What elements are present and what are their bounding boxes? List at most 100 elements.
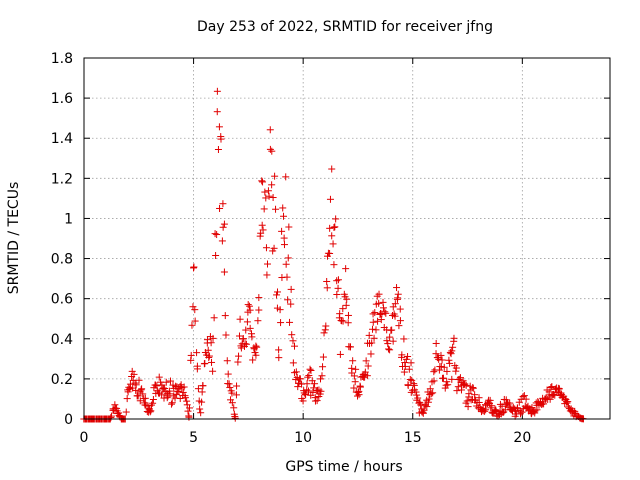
data-point bbox=[502, 396, 510, 404]
data-point bbox=[155, 373, 163, 381]
data-point bbox=[377, 316, 385, 324]
data-point bbox=[266, 145, 274, 153]
data-point bbox=[450, 334, 458, 342]
data-point bbox=[236, 332, 244, 340]
plot-frame bbox=[83, 57, 611, 420]
data-point bbox=[149, 396, 157, 404]
data-point bbox=[126, 380, 134, 388]
data-point bbox=[528, 404, 536, 412]
data-point bbox=[429, 389, 437, 397]
data-point bbox=[146, 408, 154, 416]
data-point bbox=[263, 271, 271, 279]
data-point bbox=[248, 333, 256, 341]
data-point bbox=[289, 337, 297, 345]
data-point bbox=[285, 223, 293, 231]
data-point bbox=[263, 260, 271, 268]
data-point bbox=[132, 381, 140, 389]
data-point bbox=[128, 367, 136, 375]
data-point bbox=[398, 351, 406, 359]
data-point bbox=[253, 343, 261, 351]
data-point bbox=[237, 344, 245, 352]
data-point bbox=[351, 378, 359, 386]
data-point bbox=[221, 312, 229, 320]
data-point bbox=[266, 126, 274, 134]
data-point bbox=[318, 372, 326, 380]
data-point bbox=[426, 390, 434, 398]
data-point bbox=[375, 290, 383, 298]
data-point bbox=[317, 387, 325, 395]
data-point bbox=[216, 204, 224, 212]
data-point bbox=[259, 178, 267, 186]
data-point bbox=[194, 385, 202, 393]
data-point bbox=[406, 376, 414, 384]
data-point bbox=[189, 303, 197, 311]
data-point bbox=[245, 302, 253, 310]
data-point bbox=[294, 383, 302, 391]
data-point bbox=[339, 317, 347, 325]
data-point bbox=[278, 227, 286, 235]
data-point bbox=[369, 310, 377, 318]
data-point bbox=[355, 391, 363, 399]
data-point bbox=[330, 261, 338, 269]
data-point bbox=[287, 300, 295, 308]
data-point bbox=[299, 397, 307, 405]
data-point bbox=[388, 326, 396, 334]
data-point bbox=[305, 371, 313, 379]
data-point bbox=[396, 317, 404, 325]
data-point bbox=[204, 346, 212, 354]
data-point bbox=[296, 375, 304, 383]
data-point bbox=[464, 403, 472, 411]
y-tick-label: 0.4 bbox=[51, 332, 73, 348]
data-point bbox=[255, 294, 263, 302]
data-point bbox=[463, 397, 471, 405]
data-point bbox=[383, 337, 391, 345]
data-point bbox=[262, 244, 270, 252]
data-point bbox=[350, 372, 358, 380]
data-point bbox=[540, 400, 548, 408]
data-point bbox=[287, 285, 295, 293]
data-point bbox=[382, 309, 390, 317]
data-point bbox=[232, 391, 240, 399]
data-point bbox=[198, 398, 206, 406]
data-point bbox=[386, 346, 394, 354]
data-point bbox=[161, 384, 169, 392]
data-point bbox=[252, 351, 260, 359]
data-point bbox=[391, 312, 399, 320]
data-point bbox=[111, 401, 119, 409]
data-point bbox=[342, 265, 350, 273]
data-point bbox=[548, 392, 556, 400]
data-point bbox=[455, 375, 463, 383]
data-point bbox=[311, 380, 319, 388]
data-point bbox=[255, 306, 263, 314]
data-point bbox=[167, 400, 175, 408]
y-tick-label: 0.2 bbox=[51, 372, 73, 388]
data-point bbox=[405, 365, 413, 373]
data-point bbox=[461, 380, 469, 388]
x-tick-label: 5 bbox=[189, 430, 198, 446]
data-point bbox=[179, 388, 187, 396]
data-point bbox=[220, 220, 228, 228]
data-point bbox=[175, 388, 183, 396]
data-point bbox=[362, 357, 370, 365]
data-point bbox=[307, 367, 315, 375]
data-point bbox=[227, 396, 235, 404]
data-point bbox=[364, 362, 372, 370]
data-point bbox=[183, 397, 191, 405]
data-point bbox=[261, 188, 269, 196]
data-point bbox=[166, 377, 174, 385]
data-point bbox=[328, 232, 336, 240]
data-point bbox=[432, 350, 440, 358]
data-point bbox=[430, 368, 438, 376]
data-point bbox=[415, 399, 423, 407]
data-point bbox=[205, 352, 213, 360]
data-point bbox=[163, 394, 171, 402]
data-point bbox=[211, 230, 219, 238]
data-point bbox=[288, 331, 296, 339]
data-point bbox=[280, 234, 288, 242]
data-point bbox=[220, 268, 228, 276]
data-point bbox=[205, 354, 213, 362]
data-point bbox=[391, 300, 399, 308]
data-point bbox=[279, 204, 287, 212]
data-point bbox=[162, 388, 170, 396]
data-point bbox=[235, 352, 243, 360]
